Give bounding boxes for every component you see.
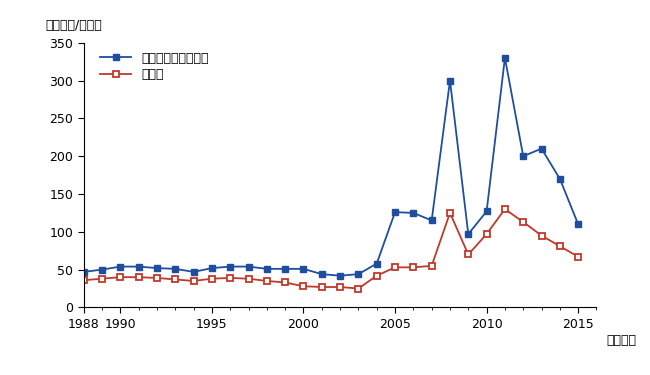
一般炭 xyxy=(281,280,289,285)
原料炭（強箘結炭） xyxy=(501,56,509,60)
一般炭 xyxy=(391,265,399,270)
一般炭 xyxy=(80,278,88,282)
一般炭 xyxy=(446,211,454,215)
原料炭（強箘結炭） xyxy=(519,154,527,158)
一般炭 xyxy=(410,265,417,270)
Line: 一般炭: 一般炭 xyxy=(80,206,582,292)
原料炭（強箘結炭） xyxy=(98,267,106,272)
一般炭 xyxy=(116,275,124,279)
原料炭（強箘結炭） xyxy=(318,272,326,276)
原料炭（強箘結炭） xyxy=(354,272,362,276)
原料炭（強箘結炭） xyxy=(464,232,472,236)
原料炭（強箘結炭） xyxy=(153,266,161,270)
一般炭 xyxy=(318,285,326,289)
原料炭（強箘結炭） xyxy=(208,266,216,270)
一般炭 xyxy=(300,284,307,288)
一般炭 xyxy=(538,233,545,238)
原料炭（強箘結炭） xyxy=(336,273,344,278)
原料炭（強箘結炭） xyxy=(190,270,198,274)
一般炭 xyxy=(501,207,509,212)
原料炭（強箘結炭） xyxy=(80,270,88,274)
原料炭（強箘結炭） xyxy=(263,267,271,271)
Text: （年度）: （年度） xyxy=(606,334,637,347)
一般炭 xyxy=(428,264,436,268)
一般炭 xyxy=(263,279,271,283)
原料炭（強箘結炭） xyxy=(244,264,252,269)
原料炭（強箘結炭） xyxy=(373,261,381,266)
原料炭（強箘結炭） xyxy=(483,209,491,214)
一般炭 xyxy=(574,255,582,259)
原料炭（強箘結炭） xyxy=(538,146,545,151)
一般炭 xyxy=(556,244,564,248)
一般炭 xyxy=(354,286,362,291)
Text: （米ドル/トン）: （米ドル/トン） xyxy=(46,19,102,32)
原料炭（強箘結炭） xyxy=(574,222,582,226)
一般炭 xyxy=(226,276,234,280)
Line: 原料炭（強箘結炭）: 原料炭（強箘結炭） xyxy=(80,54,582,279)
一般炭 xyxy=(172,277,179,282)
原料炭（強箘結炭） xyxy=(391,210,399,214)
一般炭 xyxy=(373,273,381,278)
原料炭（強箘結炭） xyxy=(556,177,564,181)
一般炭 xyxy=(135,275,142,279)
一般炭 xyxy=(153,276,161,280)
原料炭（強箘結炭） xyxy=(281,267,289,271)
原料炭（強箘結炭） xyxy=(226,264,234,269)
一般炭 xyxy=(464,252,472,257)
原料炭（強箘結炭） xyxy=(428,218,436,223)
一般炭 xyxy=(190,279,198,283)
原料炭（強箘結炭） xyxy=(172,267,179,271)
一般炭 xyxy=(244,276,252,281)
一般炭 xyxy=(519,220,527,224)
一般炭 xyxy=(98,276,106,281)
原料炭（強箘結炭） xyxy=(446,78,454,83)
一般炭 xyxy=(208,276,216,281)
一般炭 xyxy=(483,232,491,236)
一般炭 xyxy=(336,285,344,289)
原料炭（強箘結炭） xyxy=(410,211,417,215)
原料炭（強箘結炭） xyxy=(135,264,142,269)
原料炭（強箘結炭） xyxy=(116,264,124,269)
Legend: 原料炭（強箘結炭）, 一般炭: 原料炭（強箘結炭）, 一般炭 xyxy=(100,52,209,81)
原料炭（強箘結炭） xyxy=(300,267,307,271)
